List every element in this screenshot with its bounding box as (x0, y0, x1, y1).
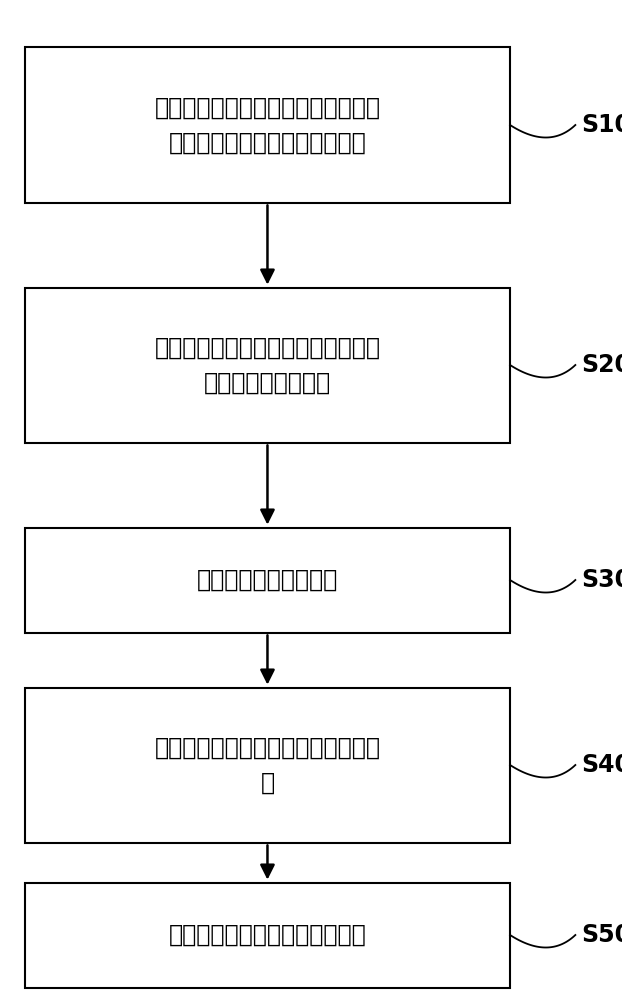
Bar (25, 883, 510, 988)
Bar (25, 47, 510, 202)
Text: 根据配电网状态，确定空调参与调节
需要切换的工作状态: 根据配电网状态，确定空调参与调节 需要切换的工作状态 (154, 335, 381, 395)
Text: S10: S10 (582, 113, 622, 137)
Bar (25, 688, 510, 842)
Text: 筛选可参与调节的空调: 筛选可参与调节的空调 (197, 568, 338, 592)
Bar (25, 288, 510, 442)
Bar (25, 528, 510, 633)
Text: S30: S30 (582, 568, 622, 592)
Text: 根据调节优先级，选择参与调节的空
调: 根据调节优先级，选择参与调节的空 调 (154, 735, 381, 795)
Text: S40: S40 (582, 753, 622, 777)
Text: S50: S50 (582, 923, 622, 947)
Text: 进行潮流计算，确定配电网状态和配
电网各节点电压调节所需的功率: 进行潮流计算，确定配电网状态和配 电网各节点电压调节所需的功率 (154, 95, 381, 155)
Text: 更新房间温度，准备下一次调节: 更新房间温度，准备下一次调节 (169, 923, 366, 947)
Text: S20: S20 (582, 353, 622, 377)
